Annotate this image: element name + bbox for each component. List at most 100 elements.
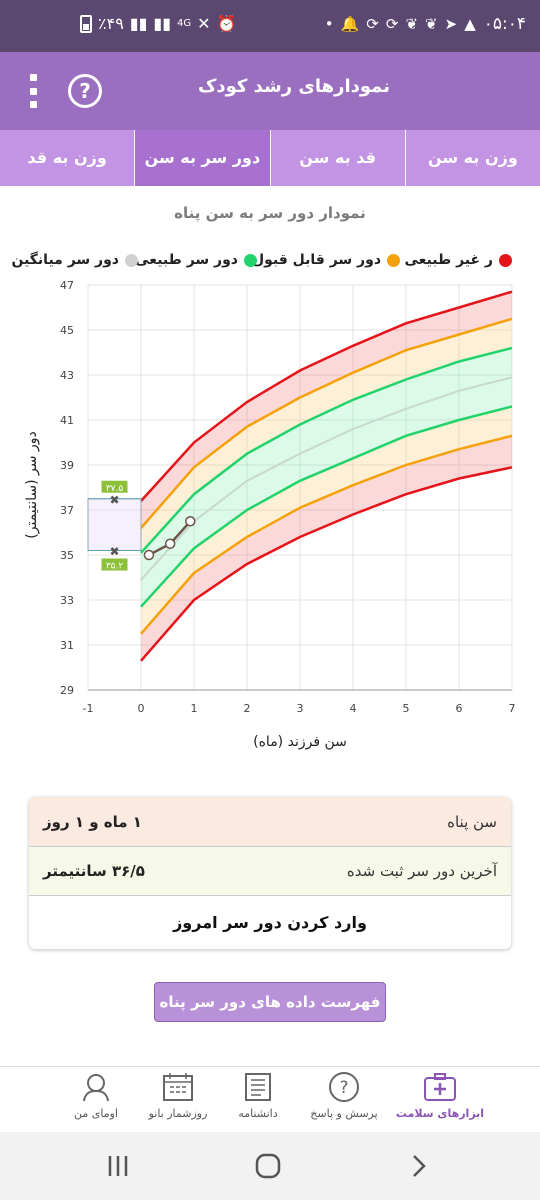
reference-marker: ✖ — [109, 493, 119, 507]
series-line-median — [140, 376, 513, 581]
legend-abnormal[interactable]: ر غیر طبیعی — [405, 252, 512, 268]
dot-icon: • — [324, 15, 334, 33]
y-tick-label: 47 — [60, 279, 74, 292]
data-list-button[interactable]: فهرست داده های دور سر پناه — [154, 982, 386, 1022]
home-icon[interactable] — [248, 1152, 288, 1180]
last-measure-row: آخرین دور سر ثبت شده ۳۶/۵ سانتیمتر — [29, 847, 511, 896]
series-line-lower_normal — [140, 405, 513, 608]
last-measure-label: آخرین دور سر ثبت شده — [346, 862, 497, 880]
nav-label: روزشمار بانو — [148, 1107, 208, 1120]
legend-median[interactable]: دور سر میانگین — [11, 252, 138, 268]
info-card: سن پناه ۱ ماه و ۱ روز آخرین دور سر ثبت ش… — [29, 797, 511, 949]
x-tick-label: 0 — [138, 702, 145, 715]
warning-icon: ▲ — [464, 15, 476, 33]
nav-profile[interactable]: اومای من — [48, 1071, 144, 1120]
legend-dot-icon — [125, 253, 138, 267]
legend-label: دور سر قابل قبول — [251, 252, 381, 268]
band-lower-acceptable — [141, 406, 512, 634]
reference-tag — [101, 558, 128, 571]
reference-box: ✖۳۷.۵✖۳۵.۲ — [87, 480, 142, 572]
last-measure-value: ۳۶/۵ سانتیمتر — [43, 862, 145, 880]
chart-title: نمودار دور سر به سن پناه — [174, 204, 366, 222]
y-axis-label: دور سر (سانتیمتر) — [24, 431, 40, 538]
y-tick-label: 45 — [60, 324, 74, 337]
legend-acceptable[interactable]: دور سر قابل قبول — [252, 252, 400, 268]
x-tick-label: 5 — [403, 702, 410, 715]
leaf-icon-2: ❦ — [425, 15, 438, 33]
alarm-icon: ⏰ — [216, 14, 237, 33]
status-bar: ٪۴۹ ▮▮ ▮▮ 4G ✕ ⏰ • 🔔 ⟳ ⟳ ❦ ❦ ➤ ▲ ۰۵:۰۴ — [0, 0, 540, 52]
chart-lines — [140, 290, 513, 662]
medical-kit-icon — [424, 1073, 456, 1101]
sync-icon: ⟳ — [366, 15, 379, 33]
age-label: سن پناه — [447, 812, 497, 831]
x-axis-label: سن فرزند (ماه) — [253, 734, 347, 750]
y-tick-label: 35 — [60, 549, 74, 562]
signal-icon: ▮▮ — [129, 14, 148, 33]
child-point — [185, 516, 196, 527]
y-tick-label: 37 — [60, 504, 74, 517]
app-bar: ? نمودارهای رشد کودک — [0, 52, 540, 130]
tab-weight-for-age[interactable]: وزن به سن — [404, 130, 540, 186]
signal-icon-2: ▮▮ — [153, 14, 171, 33]
nav-encyclopedia[interactable]: دانشنامه — [210, 1071, 306, 1120]
chart-bands — [141, 291, 512, 661]
back-icon[interactable] — [400, 1152, 440, 1180]
bell-icon: 🔔 — [340, 15, 360, 33]
y-tick-label: 39 — [60, 459, 74, 472]
tab-weight-for-height[interactable]: وزن به قد — [27, 148, 107, 167]
chart-legend: ر غیر طبیعی دور سر قابل قبول دور سر طبیع… — [0, 252, 540, 276]
x-tick-label: 1 — [191, 702, 198, 715]
clock: ۰۵:۰۴ — [483, 14, 526, 34]
recent-apps-icon[interactable] — [98, 1152, 138, 1180]
profile-icon — [83, 1074, 109, 1102]
nav-calendar[interactable]: روزشمار بانو — [130, 1071, 226, 1120]
band-normal — [141, 348, 512, 607]
enter-today-button[interactable]: وارد کردن دور سر امروز — [173, 913, 367, 932]
tab-height-for-age[interactable]: قد به سن — [269, 130, 405, 186]
series-line-lower_abnormal — [140, 466, 513, 662]
question-icon: ? — [329, 1072, 359, 1102]
head-circumference-chart: ✖۳۷.۵✖۳۵.۲ -1 0 1 2 3 4 5 6 72931333537394143454… — [24, 279, 516, 750]
nav-qa[interactable]: ? پرسش و پاسخ — [296, 1071, 392, 1120]
calendar-icon — [163, 1073, 193, 1101]
mute-icon: ✕ — [197, 14, 211, 33]
reference-label: ۳۷.۵ — [106, 484, 124, 494]
reference-tag — [101, 480, 128, 493]
x-tick-label: 2 — [244, 702, 251, 715]
nav-label: اومای من — [74, 1107, 118, 1120]
battery-level: ٪۴۹ — [98, 14, 124, 33]
battery-icon — [80, 14, 92, 33]
legend-dot-icon — [387, 253, 400, 267]
nav-label: ابزارهای سلامت — [395, 1107, 485, 1120]
page-title: نمودارهای رشد کودک — [197, 76, 390, 97]
help-icon[interactable]: ? — [68, 74, 102, 108]
legend-normal[interactable]: دور سر طبیعی — [135, 252, 257, 268]
y-tick-label: 29 — [60, 684, 74, 697]
x-tick-label: 4 — [350, 702, 357, 715]
overflow-menu-icon[interactable] — [30, 74, 38, 108]
series-line-upper_abnormal — [140, 290, 513, 502]
band-lower-abnormal — [141, 435, 512, 661]
nav-health-tools[interactable]: ابزارهای سلامت — [392, 1071, 488, 1120]
age-value: ۱ ماه و ۱ روز — [43, 812, 142, 831]
x-tick-label: 3 — [297, 702, 304, 715]
child-data-points — [143, 516, 196, 561]
series-line-lower_acceptable — [140, 434, 513, 635]
leaf-icon: ❦ — [405, 15, 419, 33]
age-row: سن پناه ۱ ماه و ۱ روز — [29, 797, 511, 847]
reference-marker: ✖ — [109, 545, 119, 559]
reference-label: ۳۵.۲ — [106, 562, 124, 572]
band-upper-abnormal — [141, 291, 512, 528]
child-point — [164, 538, 176, 549]
system-navigation-bar — [0, 1132, 540, 1200]
series-line-upper_normal — [140, 346, 513, 554]
y-tick-label: 43 — [60, 369, 74, 382]
y-tick-label: 41 — [60, 414, 74, 427]
chart-tabs: وزن به قد دور سر به سن قد به سن وزن به س… — [0, 130, 540, 186]
network-type: 4G — [177, 18, 192, 29]
encyclopedia-icon — [245, 1073, 271, 1101]
x-tick-label: 6 — [456, 702, 463, 715]
child-point — [143, 549, 155, 561]
tab-head-circumference-for-age[interactable]: دور سر به سن — [134, 130, 270, 186]
